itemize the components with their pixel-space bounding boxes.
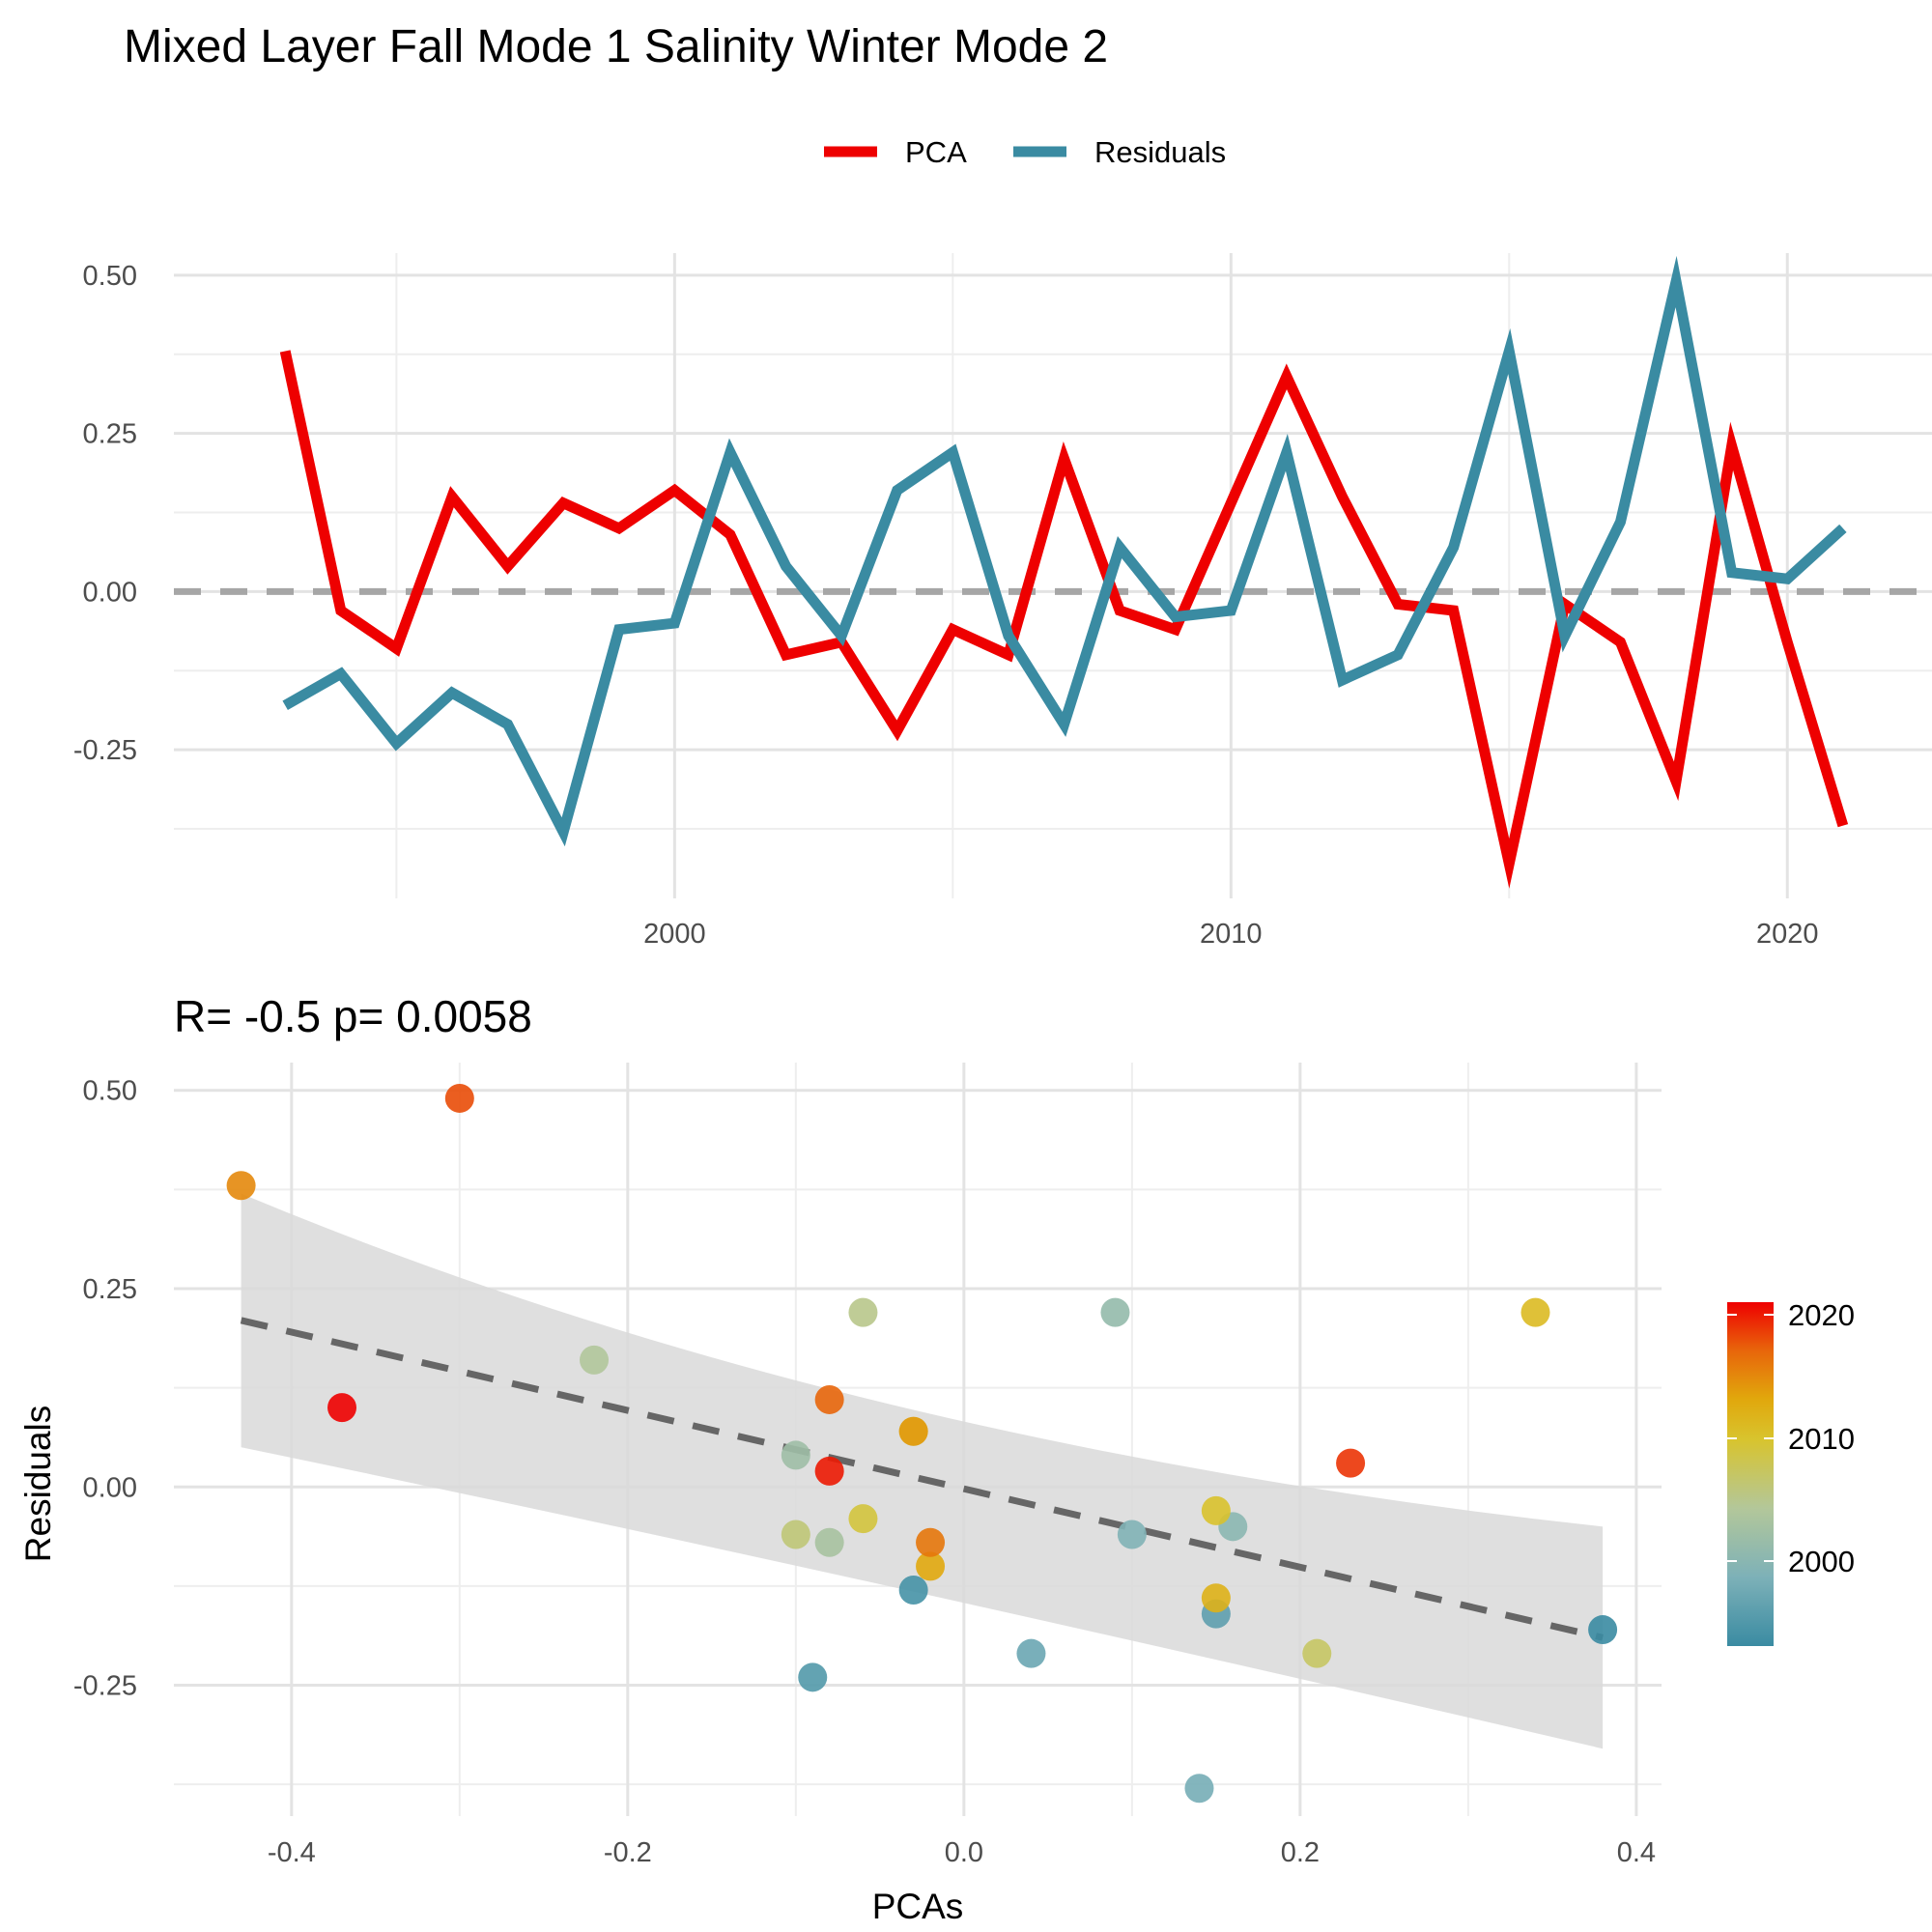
x-tick-label: 2020 (1756, 919, 1819, 950)
scatter-point (1520, 1297, 1550, 1327)
scatter-point (1588, 1615, 1618, 1645)
scatter-point (814, 1384, 844, 1414)
legend-label-residuals: Residuals (1094, 135, 1226, 169)
scatter-point (1201, 1495, 1231, 1525)
y-tick-label: 0.50 (83, 1076, 137, 1107)
regression-line (240, 1317, 1604, 1641)
colorbar-gradient (1727, 1302, 1774, 1646)
y-tick-label: -0.25 (73, 735, 137, 766)
scatter-point (898, 1416, 928, 1446)
x-axis-title: PCAs (872, 1887, 964, 1926)
scatter-point (580, 1345, 610, 1375)
legend-label-pca: PCA (905, 135, 967, 169)
series-line-residuals (282, 255, 1847, 847)
scatter-point (814, 1527, 844, 1557)
y-tick-label: 0.00 (83, 577, 137, 608)
scatter-point (1184, 1774, 1214, 1804)
colorbar: 2020 2010 2000 (1727, 1298, 1855, 1646)
scatter-point (1201, 1583, 1231, 1613)
legend: PCA Residuals (824, 135, 1226, 169)
y-tick-label: 0.25 (83, 1274, 137, 1305)
chart-title: Mixed Layer Fall Mode 1 Salinity Winter … (124, 21, 1108, 72)
scatter-point (814, 1456, 844, 1486)
scatter-point (781, 1520, 810, 1549)
scatter-point (1016, 1638, 1046, 1668)
scatter-point (1117, 1520, 1147, 1549)
scatter-point (848, 1297, 878, 1327)
colorbar-label: 2010 (1788, 1422, 1855, 1456)
y-tick-label: 0.00 (83, 1472, 137, 1503)
x-tick-label: 0.0 (945, 1837, 983, 1868)
scatter-panel: 0.50 0.25 0.00 -0.25 -0.4 -0.2 0.0 0.2 0.4 (73, 1063, 1662, 1868)
confidence-ribbon (241, 1193, 1604, 1749)
x-tick-label: 2010 (1200, 919, 1263, 950)
series-line-pca (279, 350, 1849, 889)
scatter-point (916, 1527, 946, 1557)
colorbar-label: 2020 (1788, 1298, 1855, 1332)
x-tick-label: -0.2 (604, 1837, 652, 1868)
y-tick-label: -0.25 (73, 1671, 137, 1702)
x-tick-label: 0.4 (1617, 1837, 1656, 1868)
colorbar-label: 2000 (1788, 1545, 1855, 1578)
scatter-point (327, 1393, 357, 1423)
scatter-point (1100, 1297, 1130, 1327)
scatter-point (1302, 1638, 1332, 1668)
scatter-point (916, 1551, 946, 1581)
scatter-subtitle: R= -0.5 p= 0.0058 (174, 991, 532, 1041)
scatter-point (226, 1171, 256, 1201)
x-tick-label: 2000 (643, 919, 706, 950)
y-tick-label: 0.25 (83, 419, 137, 450)
y-axis-title: Residuals (18, 1406, 58, 1562)
scatter-point (898, 1576, 928, 1605)
scatter-point (1336, 1448, 1366, 1478)
scatter-point (444, 1083, 474, 1113)
scatter-point (781, 1440, 810, 1470)
x-tick-label: 0.2 (1281, 1837, 1320, 1868)
y-tick-label: 0.50 (83, 261, 137, 292)
x-tick-label: -0.4 (268, 1837, 316, 1868)
line-panel: 0.50 0.25 0.00 -0.25 2000 2010 2020 (73, 253, 1932, 950)
scatter-point (848, 1504, 878, 1534)
scatter-point (798, 1662, 828, 1692)
